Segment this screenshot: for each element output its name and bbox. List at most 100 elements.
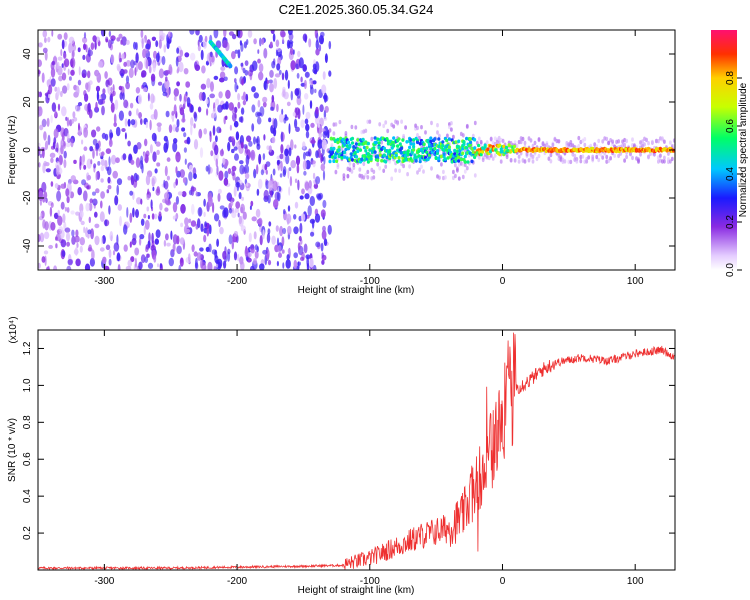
noise-cell bbox=[259, 263, 265, 270]
noise-cell bbox=[65, 142, 71, 148]
noise-cell bbox=[105, 148, 112, 155]
noise-cell bbox=[124, 132, 127, 140]
noise-cell bbox=[305, 151, 311, 157]
noise-cell bbox=[254, 250, 259, 259]
noise-cell bbox=[109, 231, 114, 241]
noise-cell bbox=[288, 147, 292, 157]
noise-cell bbox=[181, 191, 187, 198]
noise-cell bbox=[56, 61, 60, 70]
halo-cell bbox=[384, 120, 388, 125]
halo-cell bbox=[354, 125, 358, 130]
noise-cell bbox=[112, 250, 116, 256]
noise-cell bbox=[301, 251, 305, 261]
noise-cell bbox=[117, 264, 121, 270]
halo-cell bbox=[525, 153, 529, 158]
noise-cell bbox=[233, 251, 238, 261]
noise-cell bbox=[51, 102, 57, 112]
x-tick-label: 0 bbox=[500, 576, 506, 587]
noise-cell bbox=[50, 67, 56, 78]
noise-cell bbox=[155, 229, 161, 239]
halo-cell bbox=[420, 164, 423, 169]
signal-cell bbox=[336, 140, 340, 145]
noise-cell bbox=[193, 112, 198, 122]
noise-cell bbox=[53, 128, 59, 139]
signal-cell bbox=[385, 155, 389, 160]
noise-cell bbox=[75, 258, 81, 267]
noise-cell bbox=[249, 205, 252, 210]
signal-cell bbox=[392, 136, 396, 140]
noise-cell bbox=[70, 210, 75, 215]
signal-cell bbox=[405, 140, 409, 144]
noise-cell bbox=[56, 86, 61, 97]
noise-cell bbox=[139, 234, 145, 240]
noise-cell bbox=[243, 164, 250, 175]
noise-cell bbox=[127, 140, 131, 147]
halo-cell bbox=[517, 139, 521, 145]
noise-cell bbox=[94, 40, 97, 50]
noise-cell bbox=[203, 128, 207, 135]
noise-cell bbox=[70, 175, 77, 183]
halo-cell bbox=[599, 152, 603, 157]
noise-cell bbox=[117, 204, 123, 211]
signal-cell bbox=[358, 148, 363, 152]
noise-cell bbox=[201, 261, 207, 270]
noise-cell bbox=[240, 225, 246, 232]
noise-cell bbox=[302, 33, 308, 42]
noise-cell bbox=[287, 79, 290, 89]
noise-cell bbox=[230, 200, 234, 206]
halo-cell bbox=[378, 122, 382, 127]
noise-cell bbox=[213, 30, 219, 39]
signal-cell bbox=[426, 138, 430, 143]
noise-cell bbox=[66, 83, 70, 91]
signal-cell bbox=[329, 136, 333, 141]
x-tick-label: -200 bbox=[227, 276, 247, 287]
noise-cell bbox=[271, 136, 276, 144]
snr-panel: -300 -200 -100 0 100 0.2 0.4 0.6 0.8 1.0 1.2 Heig… bbox=[7, 316, 676, 596]
noise-cell bbox=[294, 178, 298, 184]
halo-cell bbox=[346, 174, 350, 179]
colorbar-tick-label: 0.0 bbox=[725, 263, 736, 277]
snr-x-axis: -300 -200 -100 0 100 bbox=[94, 330, 644, 587]
halo-cell bbox=[663, 159, 666, 164]
noise-cell bbox=[97, 161, 101, 166]
noise-cell bbox=[267, 228, 271, 235]
noise-cell bbox=[66, 117, 70, 127]
noise-cell bbox=[83, 127, 88, 138]
noise-cell bbox=[242, 91, 246, 101]
noise-cell bbox=[321, 259, 325, 265]
noise-cell bbox=[222, 39, 228, 49]
noise-cell bbox=[210, 81, 214, 92]
noise-cell bbox=[219, 128, 222, 133]
signal-cell bbox=[336, 137, 340, 142]
halo-cell bbox=[477, 155, 481, 160]
noise-cell bbox=[195, 257, 198, 269]
noise-cell bbox=[55, 243, 58, 249]
signal-cell bbox=[453, 148, 457, 153]
noise-cell bbox=[38, 146, 41, 157]
noise-cell bbox=[281, 249, 285, 254]
halo-cell bbox=[360, 175, 364, 180]
noise-cell bbox=[140, 218, 145, 226]
halo-cell bbox=[414, 123, 417, 128]
noise-cell bbox=[234, 207, 240, 213]
signal-cell bbox=[412, 138, 416, 142]
noise-cell bbox=[200, 83, 207, 90]
noise-cell bbox=[145, 150, 150, 157]
noise-cell bbox=[294, 118, 298, 129]
noise-cell bbox=[314, 88, 317, 94]
signal-cell bbox=[414, 155, 418, 160]
noise-cell bbox=[142, 48, 147, 59]
noise-cell bbox=[55, 164, 60, 176]
noise-cell bbox=[68, 76, 72, 81]
noise-cell bbox=[118, 33, 123, 39]
noise-cell bbox=[228, 31, 235, 36]
noise-cell bbox=[213, 265, 217, 270]
noise-cell bbox=[209, 93, 215, 99]
noise-cell bbox=[222, 250, 227, 260]
signal-cell bbox=[377, 141, 381, 145]
noise-cell bbox=[294, 144, 297, 149]
noise-cell bbox=[195, 30, 200, 36]
halo-cell bbox=[364, 172, 368, 178]
halo-cell bbox=[328, 128, 332, 133]
halo-cell bbox=[438, 133, 441, 139]
